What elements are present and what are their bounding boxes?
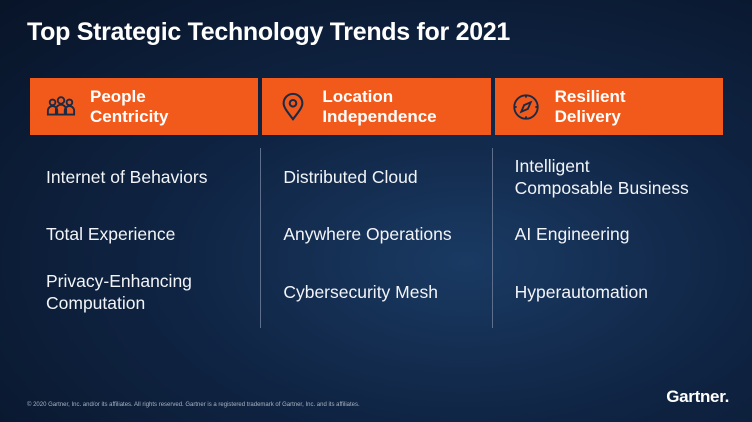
trend-item: Internet of Behaviors xyxy=(46,167,208,187)
trend-item: Distributed Cloud xyxy=(283,167,418,187)
trend-item: Cybersecurity Mesh xyxy=(283,282,438,302)
column-resilient-delivery: Intelligent Composable Business AI Engin… xyxy=(491,148,723,328)
location-pin-icon xyxy=(282,92,304,121)
column-location-independence: Distributed Cloud Anywhere Operations Cy… xyxy=(260,148,491,328)
compass-icon xyxy=(513,93,539,120)
trend-item: Anywhere Operations xyxy=(283,224,452,244)
copyright-note: © 2020 Gartner, Inc. and/or its affiliat… xyxy=(27,402,360,408)
header-label: People Centricity xyxy=(90,86,169,126)
header-resilient-delivery: Resilient Delivery xyxy=(494,78,723,135)
trend-item: AI Engineering xyxy=(514,224,630,244)
people-icon xyxy=(46,95,76,115)
trend-columns: Internet of Behaviors Total Experience P… xyxy=(30,148,723,328)
trend-item: Total Experience xyxy=(46,224,176,244)
header-location-independence: Location Independence xyxy=(262,78,491,135)
header-people-centricity: People Centricity xyxy=(30,78,259,135)
column-people-centricity: Internet of Behaviors Total Experience P… xyxy=(30,148,260,328)
gartner-logo: Gartner. xyxy=(666,387,729,406)
header-label: Resilient Delivery xyxy=(554,86,626,126)
header-label: Location Independence xyxy=(322,86,437,126)
trend-item: Privacy-Enhancing Computation xyxy=(46,271,192,313)
trend-item: Hyperautomation xyxy=(514,282,648,302)
trend-item: Intelligent Composable Business xyxy=(514,156,689,198)
header-row: People Centricity Location Independence … xyxy=(30,78,723,135)
slide-title: Top Strategic Technology Trends for 2021 xyxy=(27,18,511,46)
